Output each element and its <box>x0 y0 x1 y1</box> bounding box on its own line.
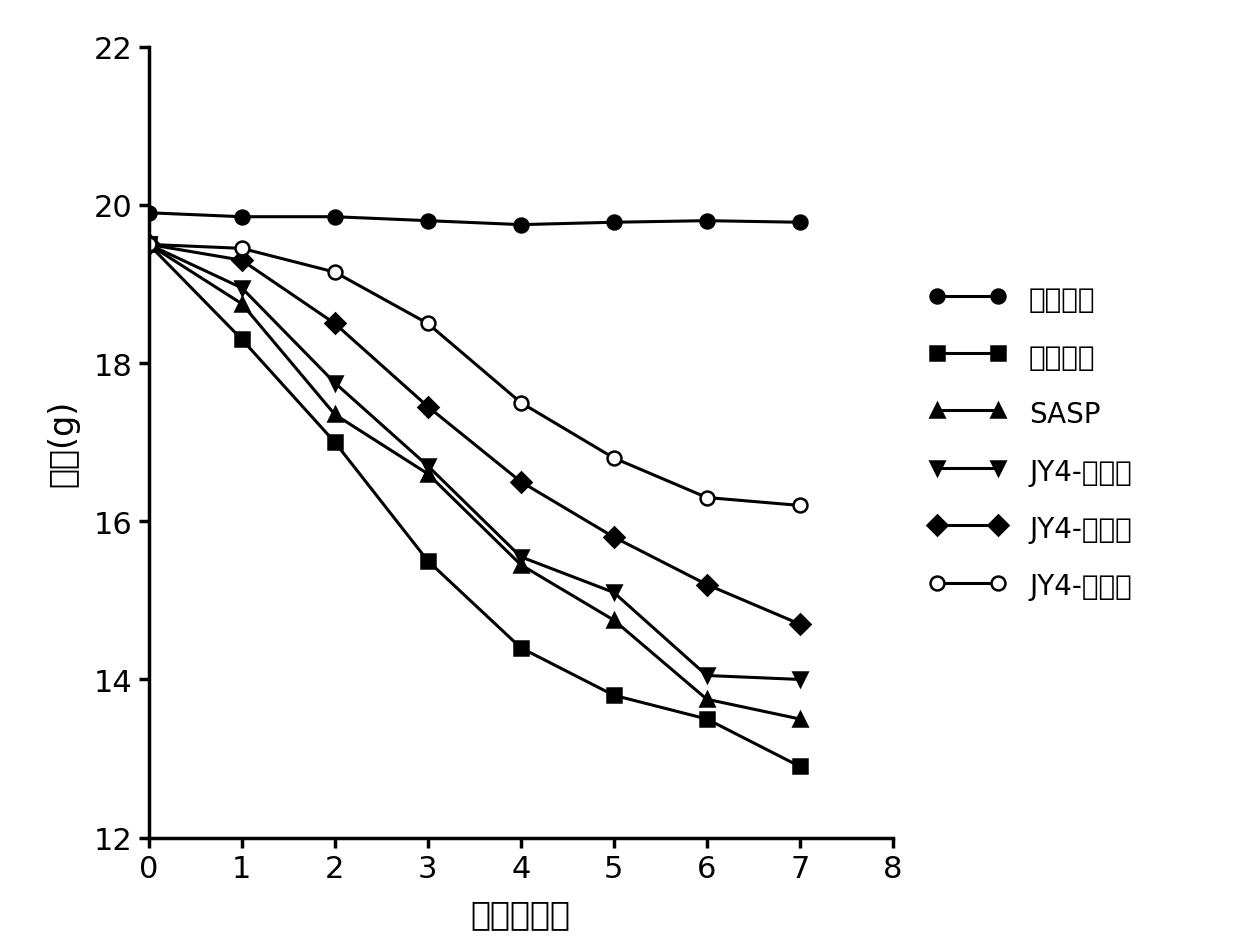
Line: JY4-高剂量: JY4-高剂量 <box>141 238 807 513</box>
JY4-低剂量 <box>234 283 249 294</box>
正常对照 <box>327 211 342 223</box>
Legend: 正常对照, 模型对照, SASP, JY4-低剂量, JY4-中剂量, JY4-高剂量: 正常对照, 模型对照, SASP, JY4-低剂量, JY4-中剂量, JY4-… <box>929 285 1132 601</box>
JY4-中剂量 <box>420 402 435 413</box>
SASP <box>141 240 156 251</box>
JY4-高剂量 <box>141 240 156 251</box>
模型对照 <box>606 690 621 702</box>
JY4-中剂量 <box>699 579 714 590</box>
正常对照 <box>792 217 807 228</box>
Line: JY4-低剂量: JY4-低剂量 <box>141 238 807 686</box>
SASP <box>420 468 435 480</box>
SASP <box>699 694 714 705</box>
JY4-低剂量 <box>792 674 807 685</box>
Line: 正常对照: 正常对照 <box>141 207 807 232</box>
JY4-低剂量 <box>327 378 342 389</box>
正常对照 <box>513 220 528 231</box>
JY4-低剂量 <box>606 587 621 599</box>
SASP <box>327 409 342 421</box>
正常对照 <box>234 211 249 223</box>
JY4-高剂量 <box>420 318 435 330</box>
模型对照 <box>792 761 807 772</box>
正常对照 <box>141 208 156 219</box>
模型对照 <box>420 556 435 567</box>
模型对照 <box>327 437 342 448</box>
JY4-中剂量 <box>606 532 621 544</box>
JY4-中剂量 <box>327 318 342 330</box>
JY4-中剂量 <box>513 476 528 487</box>
SASP <box>606 615 621 626</box>
JY4-高剂量 <box>699 492 714 504</box>
JY4-中剂量 <box>234 255 249 267</box>
SASP <box>234 299 249 310</box>
模型对照 <box>699 714 714 725</box>
模型对照 <box>513 643 528 654</box>
JY4-中剂量 <box>792 619 807 630</box>
SASP <box>792 714 807 725</box>
JY4-高剂量 <box>513 398 528 409</box>
JY4-中剂量 <box>141 240 156 251</box>
Line: JY4-中剂量: JY4-中剂量 <box>141 238 807 631</box>
JY4-高剂量 <box>234 244 249 255</box>
JY4-高剂量 <box>792 500 807 511</box>
模型对照 <box>141 240 156 251</box>
JY4-低剂量 <box>420 461 435 472</box>
JY4-低剂量 <box>141 240 156 251</box>
JY4-高剂量 <box>606 453 621 465</box>
JY4-低剂量 <box>699 670 714 682</box>
Line: SASP: SASP <box>141 238 807 726</box>
Line: 模型对照: 模型对照 <box>141 238 807 774</box>
Y-axis label: 体重(g): 体重(g) <box>46 399 79 486</box>
JY4-高剂量 <box>327 268 342 279</box>
模型对照 <box>234 334 249 346</box>
正常对照 <box>606 217 621 228</box>
SASP <box>513 560 528 571</box>
正常对照 <box>699 216 714 228</box>
X-axis label: 时间（天）: 时间（天） <box>471 897 570 930</box>
正常对照 <box>420 216 435 228</box>
JY4-低剂量 <box>513 551 528 563</box>
